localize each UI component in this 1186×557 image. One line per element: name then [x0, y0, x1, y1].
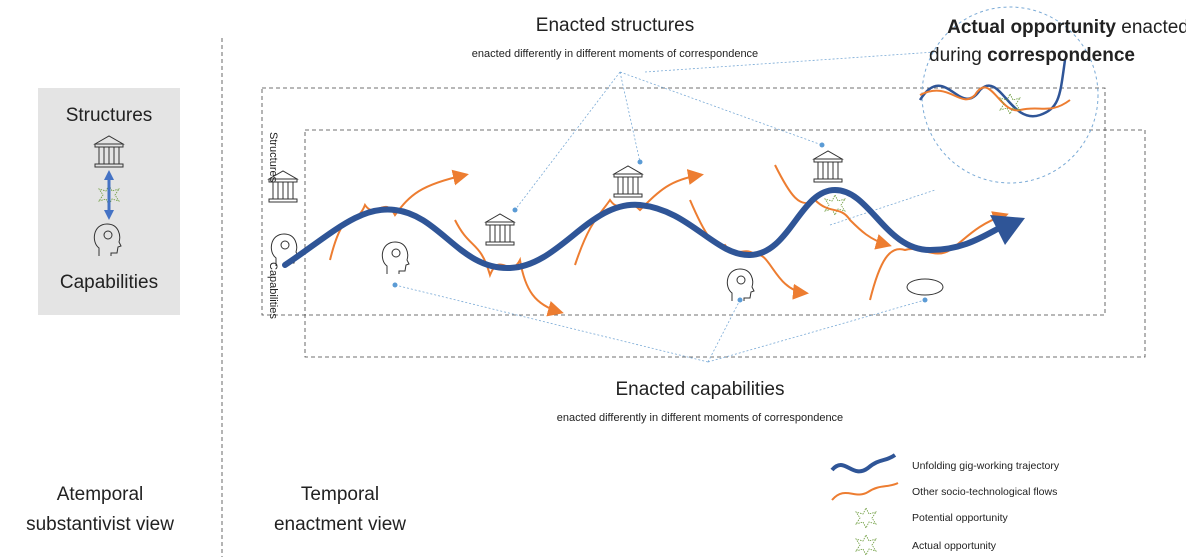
structures-subtitle: enacted differently in different moments…	[472, 48, 758, 60]
legend-label: Potential opportunity	[912, 512, 1008, 524]
capability-icon-1	[382, 242, 409, 274]
callout-text: during	[929, 45, 987, 66]
view-label: enactment view	[274, 514, 406, 535]
callout-line-1: Actual opportunity enacted	[947, 17, 1186, 38]
legend-label: Other socio-technological flows	[912, 486, 1057, 498]
view-label: Atemporal	[57, 484, 144, 505]
structure-icon-3	[814, 151, 842, 182]
capability-connectors	[395, 190, 935, 362]
flows	[330, 165, 1005, 312]
diagram: Structures Capabilities Structures Capab…	[0, 0, 1186, 557]
band-bottom-label: Capabilities	[267, 262, 279, 319]
outer-band	[262, 88, 1105, 315]
legend-trajectory	[832, 455, 895, 471]
inner-band	[305, 130, 1145, 357]
callout-bold: correspondence	[987, 45, 1135, 66]
structures-title: Enacted structures	[536, 15, 694, 36]
capabilities-title: Enacted capabilities	[616, 379, 785, 400]
band-top-label: Structures	[267, 132, 279, 183]
structure-icon-1	[486, 214, 514, 245]
legend-label: Unfolding gig-working trajectory	[912, 460, 1060, 472]
capabilities-subtitle: enacted differently in different moments…	[557, 412, 843, 424]
box-top-label: Structures	[66, 105, 153, 126]
legend-label: Actual opportunity	[912, 540, 997, 552]
legend-potential	[856, 508, 876, 528]
zoom-flow	[920, 87, 1070, 110]
structure-connectors	[515, 52, 935, 210]
callout-bold: Actual opportunity	[947, 17, 1116, 38]
legend-actual	[856, 535, 876, 555]
box-bottom-label: Capabilities	[60, 272, 158, 293]
view-label: substantivist view	[26, 514, 174, 535]
capability-icon-2	[727, 269, 754, 301]
capability-icon-3	[907, 279, 943, 295]
view-label: Temporal	[301, 484, 379, 505]
legend-flow	[832, 483, 898, 500]
callout-line-2: during correspondence	[929, 45, 1135, 66]
callout-text: enacted	[1116, 17, 1186, 38]
structure-icon-2	[614, 166, 642, 197]
